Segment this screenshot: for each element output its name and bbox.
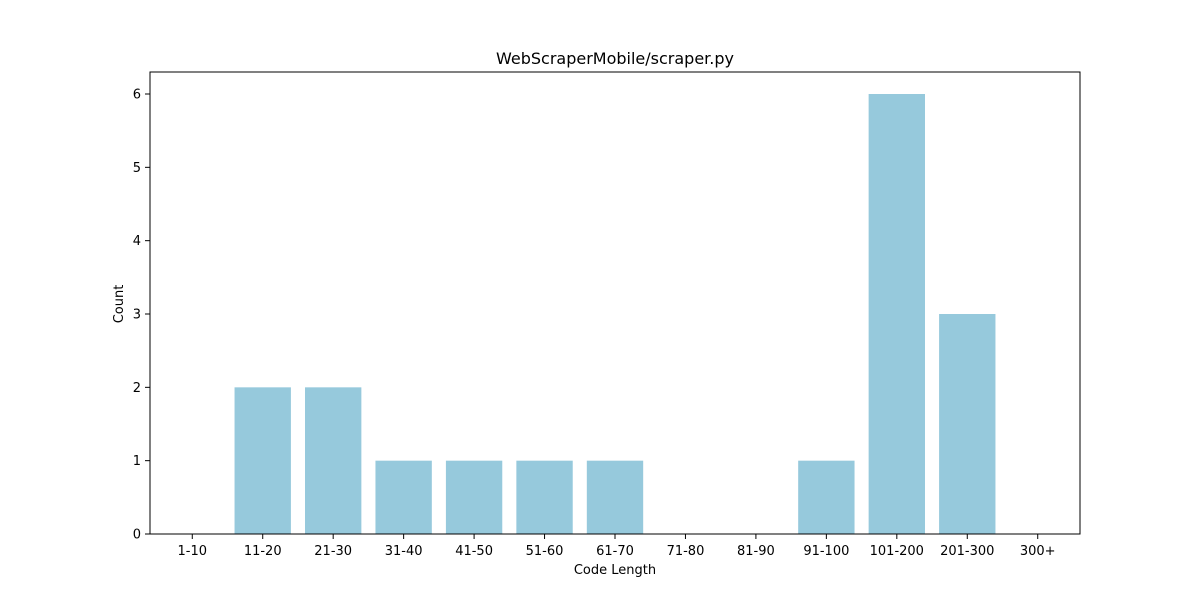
bar-201-300 — [939, 314, 996, 534]
chart-title: WebScraperMobile/scraper.py — [496, 49, 734, 68]
x-tick-label: 91-100 — [803, 544, 849, 559]
x-tick-label: 31-40 — [385, 544, 423, 559]
x-tick-label: 21-30 — [314, 544, 352, 559]
x-tick-label: 101-200 — [870, 544, 924, 559]
bar-41-50 — [445, 460, 503, 534]
x-tick-label: 1-10 — [178, 544, 208, 559]
y-tick-label: 1 — [133, 454, 141, 469]
bar-51-60 — [516, 460, 573, 534]
x-tick-label: 81-90 — [737, 544, 775, 559]
bar-21-30 — [305, 387, 362, 534]
x-tick-label: 71-80 — [667, 544, 705, 559]
bar-31-40 — [375, 460, 432, 534]
y-tick-label: 5 — [133, 161, 141, 176]
bars-group — [234, 94, 996, 534]
y-axis: 0 1 2 3 4 5 6 — [133, 88, 150, 543]
x-tick-label: 201-300 — [940, 544, 994, 559]
x-tick-label: 11-20 — [244, 544, 282, 559]
x-tick-label: 300+ — [1020, 544, 1056, 559]
x-tick-label: 51-60 — [526, 544, 564, 559]
x-tick-label: 41-50 — [455, 544, 493, 559]
x-axis: 1-10 11-20 21-30 31-40 41-50 51-60 61-70 71-80 8… — [178, 534, 1056, 559]
y-tick-label: 4 — [133, 234, 141, 249]
y-tick-label: 3 — [133, 308, 141, 323]
bar-11-20 — [234, 387, 291, 534]
y-tick-label: 0 — [133, 528, 141, 543]
bar-91-100 — [798, 460, 855, 534]
x-tick-label: 61-70 — [596, 544, 634, 559]
bar-101-200 — [868, 94, 925, 534]
y-tick-label: 2 — [133, 381, 141, 396]
y-tick-label: 6 — [133, 88, 141, 103]
x-axis-label: Code Length — [574, 563, 656, 578]
y-axis-label: Count — [112, 285, 127, 324]
bar-61-70 — [586, 460, 644, 534]
